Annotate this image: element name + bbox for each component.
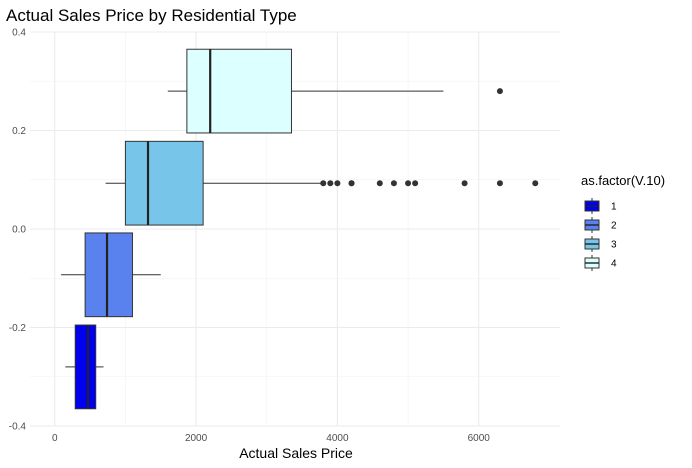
y-tick-label: 0.0: [12, 225, 26, 236]
box-series-3: [105, 140, 539, 226]
x-tick-label: 4000: [326, 433, 349, 444]
y-tick-label: 0.2: [12, 126, 26, 137]
x-axis-ticks: 0 2000 4000 6000: [52, 433, 490, 444]
y-axis-ticks: -0.4 -0.2 0.0 0.2 0.4: [9, 28, 27, 433]
outlier-point: [327, 180, 334, 187]
legend-label: 1: [611, 202, 617, 213]
x-tick-label: 6000: [468, 433, 491, 444]
legend-item-2: 2: [584, 217, 617, 233]
legend-label: 4: [611, 259, 617, 270]
boxes: [61, 48, 539, 410]
box-series-4: [167, 48, 503, 134]
legend-label: 3: [611, 240, 617, 251]
outlier-point: [496, 180, 503, 187]
outlier-point: [334, 180, 341, 187]
box: [186, 48, 292, 134]
box-series-2: [61, 232, 161, 318]
legend-label: 2: [611, 221, 617, 232]
x-tick-label: 2000: [185, 433, 208, 444]
legend-item-3: 3: [584, 236, 617, 252]
box: [124, 140, 204, 226]
x-axis-title: Actual Sales Price: [239, 445, 353, 461]
legend-item-1: 1: [584, 198, 617, 214]
outlier-point: [320, 180, 327, 187]
outlier-point: [496, 88, 503, 95]
outlier-point: [376, 180, 383, 187]
box: [84, 232, 133, 318]
legend-item-4: 4: [584, 255, 617, 271]
outlier-point: [390, 180, 397, 187]
outlier-point: [412, 180, 419, 187]
x-tick-label: 0: [52, 433, 58, 444]
outlier-point: [532, 180, 539, 187]
y-tick-label: -0.2: [9, 323, 27, 334]
box: [74, 324, 97, 410]
y-tick-label: 0.4: [12, 28, 26, 39]
y-tick-label: -0.4: [9, 422, 27, 433]
legend: as.factor(V.10) 1 2 3 4: [581, 173, 665, 271]
box-series-1: [65, 324, 104, 410]
outlier-point: [348, 180, 355, 187]
outlier-point: [461, 180, 468, 187]
chart-title: Actual Sales Price by Residential Type: [6, 6, 297, 25]
outlier-point: [405, 180, 412, 187]
legend-title: as.factor(V.10): [581, 173, 665, 188]
